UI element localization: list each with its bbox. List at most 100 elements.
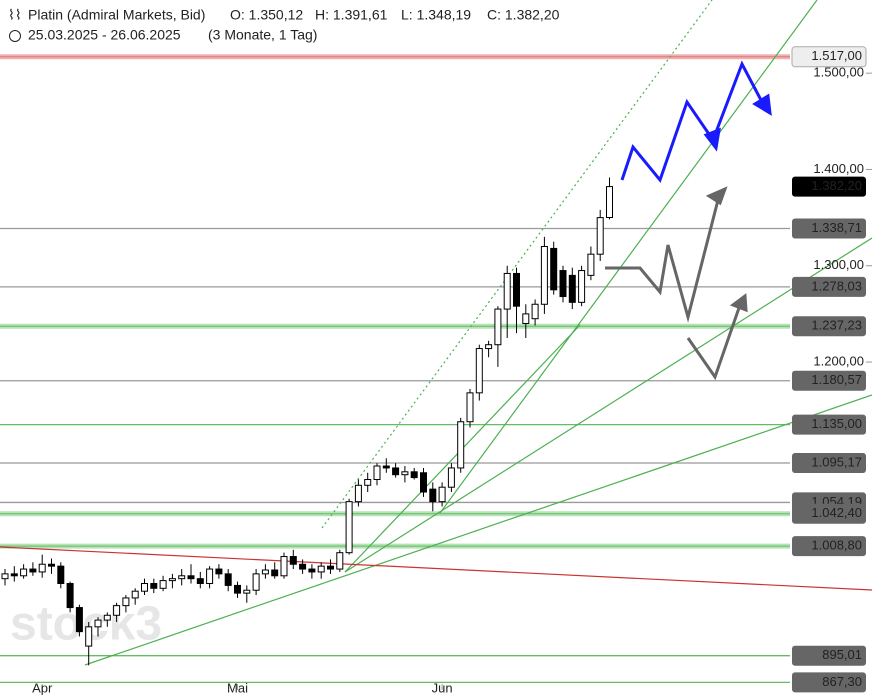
arrowhead	[752, 93, 772, 116]
candle-body	[317, 565, 325, 573]
ohlc: L: 1.348,19	[401, 7, 471, 23]
candle-body	[503, 272, 511, 310]
candle-body	[224, 573, 232, 586]
price-label-bg	[792, 645, 866, 666]
candle-body	[438, 486, 446, 503]
price-label: 1.042,40	[811, 505, 862, 520]
header-bg	[0, 0, 360, 48]
candle-body	[196, 578, 204, 584]
x-tick-label: Mai	[227, 680, 248, 695]
candle-body	[410, 471, 418, 479]
candle-body	[150, 582, 158, 589]
candle-body	[289, 556, 297, 565]
arrow	[686, 304, 742, 381]
date-range: 25.03.2025 - 26.06.2025	[28, 27, 181, 43]
trend-line	[321, 0, 713, 529]
candle-body	[485, 344, 493, 350]
candle-body	[38, 563, 46, 573]
price-label: 1.237,23	[811, 318, 862, 333]
price-label-bg	[792, 370, 866, 391]
price-label-bg	[792, 276, 866, 297]
candle-body	[336, 552, 344, 570]
candle-body	[141, 582, 148, 592]
candle-body	[75, 607, 83, 633]
trend-line	[0, 546, 872, 591]
candle-body	[475, 348, 483, 394]
price-label: 1.135,00	[811, 416, 862, 431]
candle-body	[1, 573, 9, 580]
candle-body	[596, 217, 604, 255]
candle-body	[587, 253, 595, 276]
price-label-bg	[792, 316, 866, 337]
trend-line	[439, 0, 818, 514]
title: Platin (Admiral Markets, Bid)	[28, 7, 205, 23]
candle-body	[103, 614, 111, 621]
candle-body	[392, 467, 400, 476]
candle-body	[531, 303, 539, 320]
price-label: 1.278,03	[811, 278, 862, 293]
ohlc: C: 1.382,20	[487, 7, 560, 23]
price-label: 867,30	[822, 674, 862, 689]
candle-body	[568, 274, 576, 303]
price-label: 1.338,71	[811, 220, 862, 235]
candle-body	[466, 392, 474, 423]
candle-body	[420, 472, 427, 493]
candle-body	[57, 565, 65, 584]
price-label: 1.008,80	[811, 538, 862, 553]
price-label-bg	[791, 46, 867, 68]
candle-body	[252, 573, 260, 591]
price-label-bg	[792, 414, 866, 435]
candle-body	[215, 568, 223, 575]
candle-body	[299, 563, 307, 570]
candle-body	[131, 590, 139, 599]
x-tick-label: Jun	[432, 680, 453, 695]
candle-body	[382, 465, 390, 469]
candle-body	[20, 568, 28, 577]
candle-body	[168, 578, 176, 582]
arrow	[605, 199, 720, 323]
candle-body	[522, 313, 530, 325]
candle-body	[364, 479, 372, 486]
candle-body	[354, 484, 362, 503]
candle-body	[494, 308, 502, 346]
arrowhead	[729, 293, 748, 313]
candle-body	[606, 186, 613, 218]
candle-body	[243, 589, 251, 594]
candle-body	[513, 272, 520, 307]
period: (3 Monate, 1 Tag)	[208, 27, 317, 43]
candle-body	[373, 465, 381, 481]
y-tick-label: 1.500,00	[813, 65, 864, 80]
candle-body	[66, 582, 74, 609]
arrowhead	[703, 127, 721, 152]
price-label: 1.382,20	[811, 178, 862, 193]
price-label: 1.095,17	[811, 454, 862, 469]
arrow	[620, 60, 764, 184]
candle-body	[29, 568, 37, 573]
candle-body	[261, 569, 269, 575]
candle-body	[234, 584, 241, 594]
icon: ⌇⌇	[8, 7, 22, 23]
price-label-bg	[792, 503, 866, 524]
candle-body	[540, 245, 548, 305]
forecast-arrows	[605, 60, 772, 381]
price-label-bg	[792, 536, 866, 557]
candle-body	[345, 501, 353, 554]
price-label: 895,01	[822, 647, 862, 662]
x-tick-label: Apr	[32, 680, 53, 695]
candle-body	[550, 247, 558, 291]
candle-body	[85, 626, 93, 647]
y-tick-label: 1.200,00	[813, 353, 864, 368]
candle-body	[178, 575, 186, 580]
candle-body	[280, 556, 288, 577]
candle-body	[271, 569, 279, 577]
candle-body	[48, 563, 55, 567]
candle-body	[187, 575, 195, 580]
y-tick-label: 1.300,00	[813, 257, 864, 272]
trend-line	[84, 394, 872, 666]
candle-body	[578, 270, 586, 303]
price-label-bg	[792, 218, 866, 239]
candle-body	[401, 471, 409, 476]
price-label-bg	[792, 452, 866, 473]
candle-body	[94, 619, 102, 628]
